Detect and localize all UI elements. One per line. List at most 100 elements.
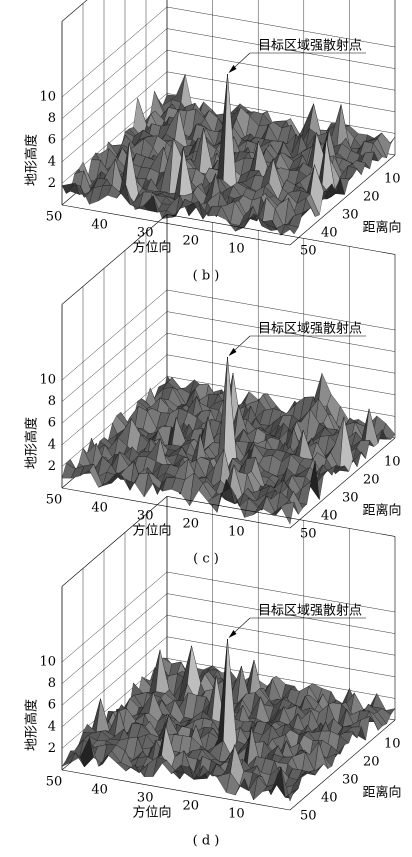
y-tick-label: 30 xyxy=(342,208,359,223)
y-tick-label: 50 xyxy=(300,809,317,824)
grid-line xyxy=(61,571,168,663)
axis-line xyxy=(289,154,396,246)
y-tick-label: 10 xyxy=(384,737,401,752)
z-tick-label: 4 xyxy=(48,719,56,734)
z-tick-label: 8 xyxy=(48,676,56,691)
y-tick-label: 10 xyxy=(384,455,401,470)
x-tick-label: 10 xyxy=(228,807,245,822)
y-tick-label: 10 xyxy=(384,172,401,187)
grid-line xyxy=(166,658,396,699)
z-tick-label: 6 xyxy=(48,698,56,713)
x-axis-label: 方位向 xyxy=(132,240,171,256)
z-tick-label: 8 xyxy=(48,394,56,409)
y-tick-label: 40 xyxy=(321,226,338,241)
y-tick-label: 30 xyxy=(342,491,359,506)
axis-line xyxy=(61,487,291,529)
x-axis-label: 方位向 xyxy=(132,523,171,539)
grid-line xyxy=(166,376,396,417)
grid-line xyxy=(166,289,396,331)
grid-line xyxy=(166,50,396,91)
x-tick-label: 10 xyxy=(228,525,245,540)
surface-facet xyxy=(280,502,295,525)
z-tick-label: 10 xyxy=(39,90,56,105)
grid-line xyxy=(61,658,168,749)
grid-line xyxy=(61,311,168,402)
surface-facet xyxy=(280,223,295,236)
y-tick-label: 40 xyxy=(321,509,338,524)
x-tick-label: 40 xyxy=(91,218,108,233)
grid-line xyxy=(61,71,168,162)
y-tick-label: 40 xyxy=(321,791,338,806)
x-tick-label: 40 xyxy=(91,501,108,516)
y-tick-label: 50 xyxy=(300,244,317,259)
z-tick-label: 4 xyxy=(48,437,56,452)
panel: 24681050403020101020304050目标区域强散射点地形高度方位… xyxy=(24,214,402,567)
grid-line xyxy=(61,354,168,445)
grid-line xyxy=(166,571,396,613)
grid-line xyxy=(166,354,396,395)
x-tick-label: 20 xyxy=(183,517,200,532)
grid-line xyxy=(61,593,168,684)
annotation: 目标区域强散射点 xyxy=(258,38,362,54)
y-tick-label: 20 xyxy=(363,473,380,488)
grid-line xyxy=(61,6,168,98)
x-tick-label: 30 xyxy=(137,509,154,524)
grid-line xyxy=(61,289,168,381)
grid-line xyxy=(166,333,396,374)
z-tick-label: 10 xyxy=(39,373,56,388)
y-tick-label: 50 xyxy=(300,527,317,542)
z-tick-label: 2 xyxy=(48,176,56,191)
axis-line xyxy=(61,204,291,246)
z-tick-label: 4 xyxy=(48,154,56,169)
y-axis-label: 距离向 xyxy=(362,785,401,801)
grid-line xyxy=(61,615,168,706)
annotation: 目标区域强散射点 xyxy=(258,321,362,337)
grid-line xyxy=(61,50,168,141)
grid-line xyxy=(166,71,396,112)
grid-line xyxy=(61,333,168,424)
annotation-arrow xyxy=(228,630,237,638)
y-axis-label: 距离向 xyxy=(362,503,401,519)
x-tick-label: 10 xyxy=(228,242,245,257)
caption: ( c ) xyxy=(193,552,219,567)
y-tick-label: 20 xyxy=(363,755,380,770)
caption: ( b ) xyxy=(193,269,220,284)
surface-facet xyxy=(280,766,295,802)
x-tick-label: 20 xyxy=(183,799,200,814)
z-tick-label: 8 xyxy=(48,111,56,126)
grid-line xyxy=(166,636,396,677)
z-axis-label: 地形高度 xyxy=(24,699,40,751)
annotation-arrow xyxy=(228,65,237,73)
grid-line xyxy=(166,93,396,134)
z-tick-label: 2 xyxy=(48,741,56,756)
grid-line xyxy=(166,593,396,634)
z-tick-label: 2 xyxy=(48,459,56,474)
caption: ( d ) xyxy=(193,834,220,849)
box-edge xyxy=(61,496,168,587)
box-edge xyxy=(61,0,88,22)
z-tick-label: 6 xyxy=(48,416,56,431)
x-tick-label: 30 xyxy=(137,791,154,806)
grid-line xyxy=(166,311,396,352)
grid-line xyxy=(61,636,168,727)
z-tick-label: 6 xyxy=(48,133,56,148)
grid-line xyxy=(166,6,396,48)
z-axis-label: 地形高度 xyxy=(24,134,40,186)
x-tick-label: 50 xyxy=(46,775,63,790)
box-edge xyxy=(166,214,396,255)
x-axis-label: 方位向 xyxy=(132,805,171,821)
x-tick-label: 40 xyxy=(91,783,108,798)
annotation: 目标区域强散射点 xyxy=(258,603,362,619)
panel: 24681050403020101020304050目标区域强散射点地形高度方位… xyxy=(24,496,402,849)
x-tick-label: 50 xyxy=(46,493,63,508)
box-edge xyxy=(166,496,396,537)
axis-line xyxy=(61,769,291,811)
x-tick-label: 20 xyxy=(183,234,200,249)
z-tick-label: 10 xyxy=(39,655,56,670)
grid-line xyxy=(166,28,396,69)
grid-line xyxy=(166,615,396,656)
annotation-arrow xyxy=(228,348,237,356)
y-axis-label: 距离向 xyxy=(362,220,401,236)
box-edge xyxy=(61,214,168,305)
